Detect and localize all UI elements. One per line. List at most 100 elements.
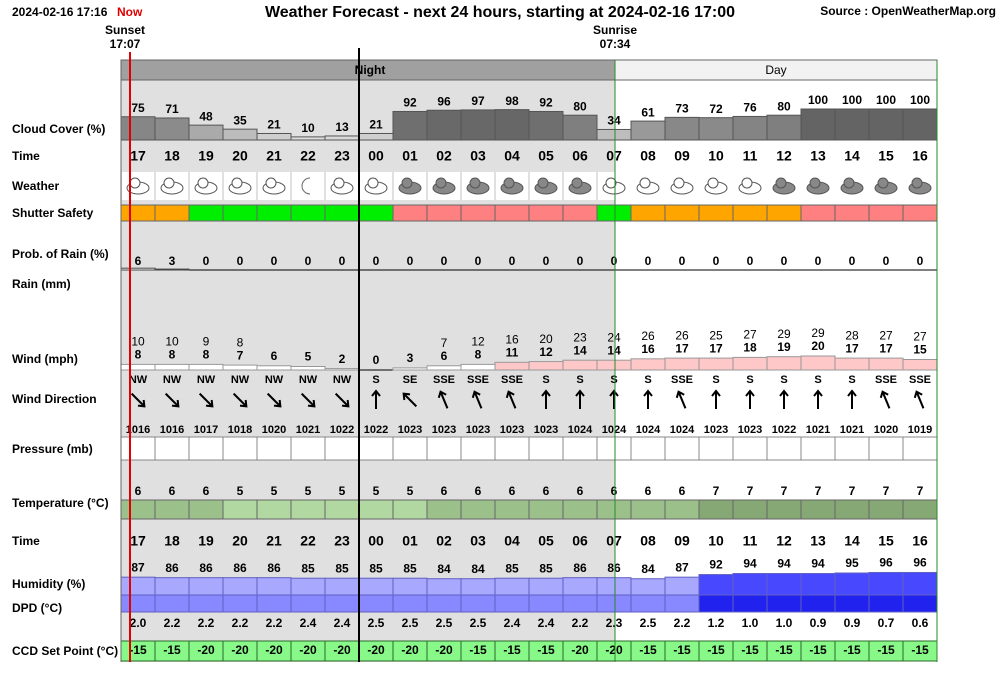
row-labels: Cloud Cover (%) Time Weather Shutter Saf…	[12, 122, 118, 658]
time: 02	[436, 148, 452, 164]
time: 00	[368, 533, 384, 549]
shutter-cell	[358, 204, 394, 222]
gust-value: 8	[237, 335, 244, 349]
humidity-value: 95	[845, 556, 859, 570]
cloud-bar	[528, 110, 564, 141]
humidity-bar-lower	[630, 594, 666, 613]
cloud-icon	[435, 177, 447, 189]
dpd-value: 2.5	[436, 616, 453, 630]
humidity-bar-lower	[902, 594, 938, 613]
temperature-cell	[290, 499, 326, 520]
shutter-cell	[188, 204, 224, 222]
ccd-value: -20	[435, 643, 453, 657]
wind-arrow	[334, 392, 350, 408]
cloud-bar	[324, 135, 360, 141]
temperature-value: 7	[713, 484, 720, 498]
pressure-cell	[528, 436, 564, 461]
wind-arrow	[879, 390, 891, 409]
humidity-bar-lower	[494, 594, 530, 613]
gust-value: 12	[471, 335, 485, 349]
temperature-value: 6	[135, 484, 142, 498]
time: 07	[606, 148, 622, 164]
pressure-value: 1022	[330, 424, 354, 436]
ccd-value: -15	[639, 643, 657, 657]
cloud-icon	[571, 177, 583, 189]
dpd-value: 2.2	[572, 616, 589, 630]
pressure-value: 1023	[534, 424, 558, 436]
gust-value: 28	[845, 328, 859, 342]
humidity-value: 84	[641, 562, 655, 576]
rain-prob-value: 0	[679, 254, 686, 268]
cloud-bar	[596, 128, 632, 141]
temperature-cell	[698, 499, 734, 520]
cloud-bar	[494, 109, 530, 141]
humidity-value: 92	[709, 558, 723, 572]
shutter-cell	[630, 204, 666, 222]
wind-value: 17	[845, 341, 859, 355]
dpd-value: 2.4	[334, 616, 351, 630]
humidity-value: 85	[403, 561, 417, 575]
dpd-value: 1.0	[776, 616, 793, 630]
wind-arrow	[643, 389, 653, 409]
pressure-cell	[868, 436, 904, 461]
humidity-bar-lower	[188, 594, 224, 613]
time: 06	[572, 533, 588, 549]
pressure-value: 1021	[296, 424, 320, 436]
rain-prob-value: 0	[237, 254, 244, 268]
gust-value: 23	[573, 330, 587, 344]
cloud-icon	[707, 177, 719, 189]
wind-value: 19	[777, 340, 791, 354]
wind-direction: S	[576, 374, 583, 386]
cloud-bar	[222, 128, 258, 141]
shutter-cell	[222, 204, 258, 222]
wind-bar	[494, 361, 530, 371]
cloud-value: 35	[233, 113, 247, 127]
gust-value: 7	[441, 336, 448, 350]
time: 22	[300, 148, 316, 164]
ccd-value: -20	[571, 643, 589, 657]
cloud-value: 21	[369, 118, 383, 132]
cloud-icon	[741, 177, 753, 189]
wind-bar	[120, 363, 156, 371]
humidity-bar-lower	[664, 594, 700, 613]
wind-direction: SSE	[467, 374, 489, 386]
pressure-value: 1024	[568, 424, 593, 436]
wind-arrow	[541, 389, 551, 409]
time: 11	[743, 533, 758, 549]
temperature-value: 7	[815, 484, 822, 498]
humidity-bar-lower	[732, 594, 768, 613]
ccd-value: -15	[707, 643, 725, 657]
humidity-value: 86	[199, 561, 213, 575]
cloud-icon	[401, 177, 413, 189]
temperature-cell	[120, 499, 156, 520]
wind-bar	[732, 356, 768, 371]
cloud-icon	[843, 177, 855, 189]
pressure-cell	[460, 436, 496, 461]
temperature-cell	[188, 499, 224, 520]
pressure-value: 1021	[840, 424, 864, 436]
row-label: Time	[12, 149, 40, 163]
temperature-value: 5	[237, 484, 244, 498]
pressure-value: 1023	[704, 424, 728, 436]
humidity-value: 94	[777, 557, 791, 571]
cloud-value: 48	[199, 109, 213, 123]
time: 18	[164, 533, 180, 549]
cloud-value: 100	[910, 93, 930, 107]
wind-bar	[188, 363, 224, 371]
sunset-label: Sunset	[105, 23, 145, 37]
pressure-cell	[290, 436, 326, 461]
ccd-value: -20	[231, 643, 249, 657]
pressure-cell	[562, 436, 598, 461]
shutter-cell	[834, 204, 870, 222]
humidity-value: 84	[471, 562, 485, 576]
cloud-bar	[290, 136, 326, 141]
time: 15	[878, 148, 894, 164]
night-shade	[121, 60, 615, 662]
row-label: Humidity (%)	[12, 577, 85, 591]
time: 23	[334, 533, 350, 549]
time: 08	[640, 148, 656, 164]
wind-bar	[698, 357, 734, 371]
wind-bar	[426, 365, 462, 371]
pressure-cell	[120, 436, 156, 461]
temperature-value: 6	[203, 484, 210, 498]
